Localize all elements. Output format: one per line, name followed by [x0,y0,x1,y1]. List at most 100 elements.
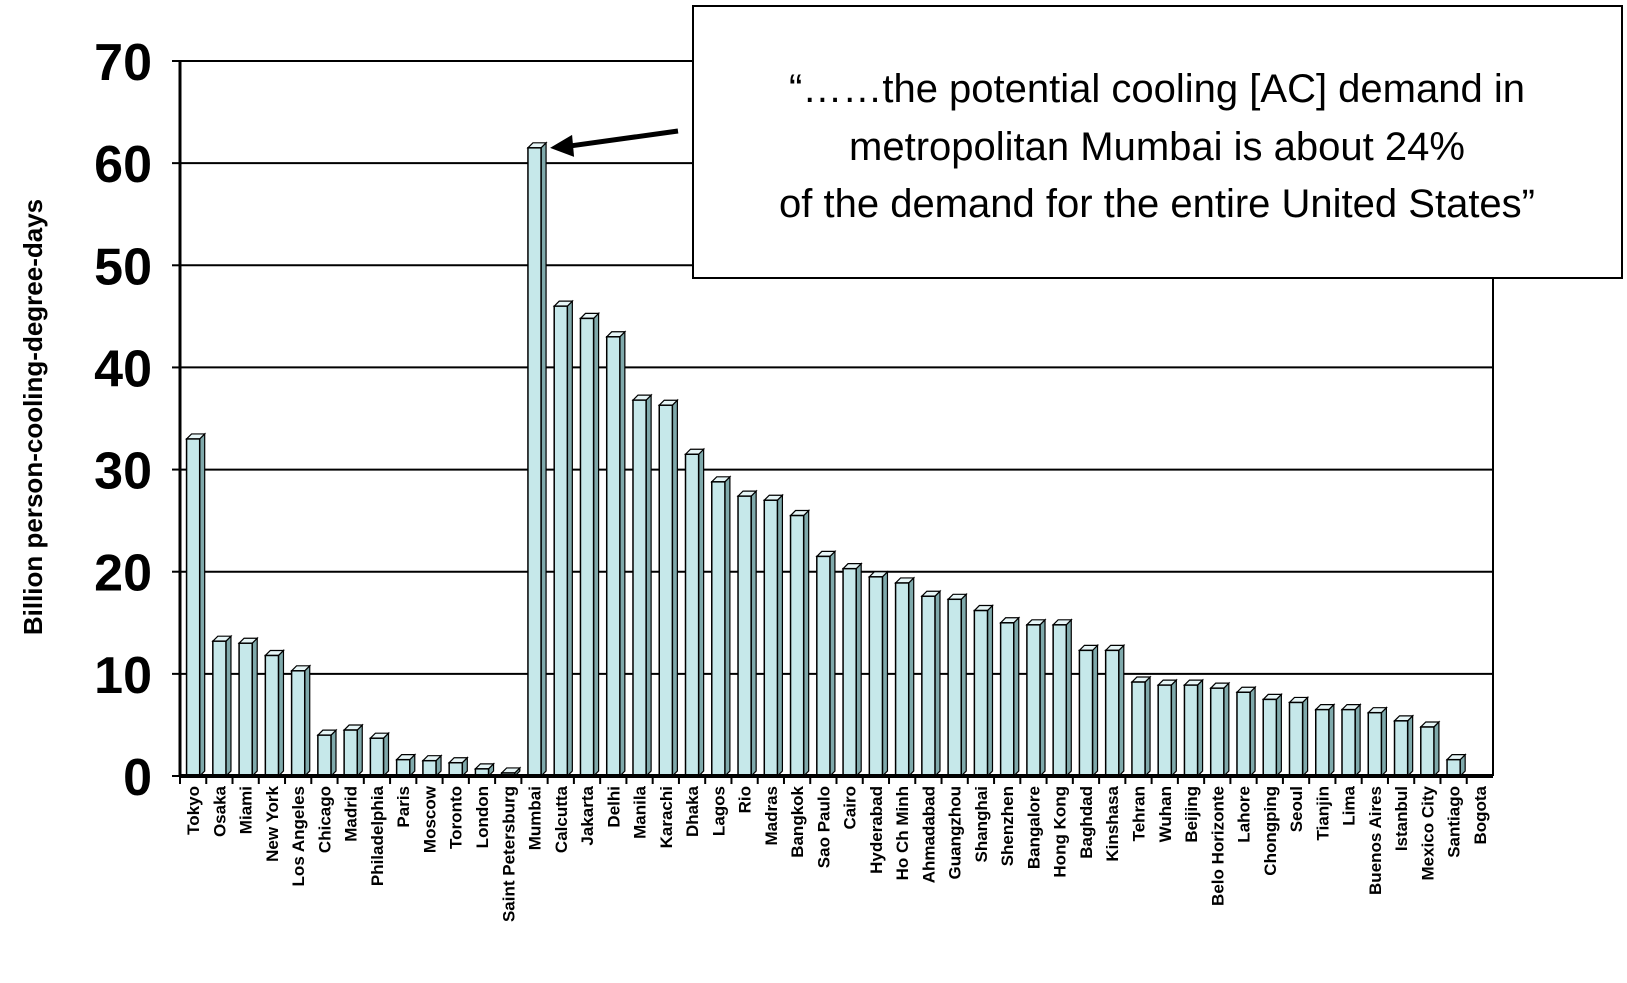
x-tick-label: Tehran [1129,786,1148,841]
bar-front [1288,701,1304,777]
bar-front [185,438,201,777]
x-tick-label: Tianjin [1313,786,1332,840]
bar-karachi [657,398,679,778]
x-tick-label: Saint Petersburg [499,786,518,922]
bar-front [684,453,700,777]
bar-front [317,734,332,777]
bar-santiago [1445,753,1467,778]
x-tick-label: Delhi [604,786,623,828]
x-tick-label: Bogota [1471,785,1490,844]
y-tick-labels: 0 10 20 30 40 50 60 70 [94,34,152,807]
bar-front [1341,708,1356,777]
x-tick-label: Shanghai [972,786,991,863]
bar-toronto [447,756,469,778]
bar-bangkok [789,509,811,778]
bar-side [1407,714,1414,778]
bar-side [356,723,363,778]
bar-front [238,642,253,777]
x-tick-label: Seoul [1287,786,1306,832]
bar-paris [395,753,417,778]
x-tick-label: Lagos [709,786,728,836]
x-tick-label: Hyderabad [867,786,886,874]
bar-shanghai [972,604,994,778]
bar-side [1275,692,1282,778]
bar-front [1131,681,1146,777]
bar-front [763,499,779,777]
bar-front [711,481,726,777]
bar-side [803,509,810,778]
bar-madrid [342,723,364,778]
bar-front [868,576,884,777]
x-tick-label: Belo Horizonte [1208,786,1227,906]
x-tick-label: Karachi [657,786,676,848]
bar-seoul [1288,696,1310,778]
bar-front [1183,684,1199,777]
bar-front [1367,711,1383,777]
x-tick-label: Lahore [1235,786,1254,843]
bar-side [881,570,889,778]
y-tick-label: 50 [94,238,152,296]
bar-side [855,562,862,778]
bar-front [290,670,306,777]
bar-front [343,729,359,777]
bar-hyderabad [867,570,889,778]
x-tick-label: Lima [1340,785,1359,825]
x-tick-label: Beijing [1182,786,1201,843]
bar-front [1209,687,1225,777]
bar-front [395,758,411,777]
bar-front [658,404,674,777]
bar-tehran [1130,675,1152,778]
x-tick-label: Toronto [447,786,466,849]
bar-side [645,393,652,778]
bar-london [473,762,496,778]
bar-side [1302,696,1309,778]
bar-front [1104,649,1120,777]
x-tick-label: Santiago [1445,786,1464,858]
bar-side [1196,678,1204,778]
bar-side [1013,616,1020,778]
x-tick-label: Baghdad [1077,786,1096,859]
bar-dhaka [684,447,706,778]
bar-buenos-aires [1366,706,1388,778]
y-tick-label: 60 [94,136,152,194]
annotation-arrow [563,128,679,150]
bar-guangzhou [946,592,968,778]
bar-front [1078,649,1094,777]
bar-front [999,622,1015,777]
x-tick-label: Ho Ch Minh [893,786,912,880]
bar-side [776,493,784,778]
x-tick-label: Madrid [342,786,361,842]
x-tick-label: Osaka [210,785,229,837]
annotation-line-3: of the demand for the entire United Stat… [779,182,1535,226]
bar-ho-ch-minh [894,576,916,778]
bar-philadelphia [368,731,390,778]
bar-lima [1340,703,1362,778]
bar-tokyo [185,432,207,778]
x-tick-label: Los Angeles [289,786,308,886]
bar-chongping [1261,692,1283,778]
annotation-arrowhead [550,134,575,157]
bar-front [1262,698,1278,777]
bar-side [1065,618,1072,778]
bar-front [737,495,752,777]
bar-side [1354,703,1361,778]
annotation-box [692,5,1623,279]
y-axis-label: Billion person-cooling-degree-days [18,199,48,635]
bar-madras [762,493,784,778]
x-tick-label: Hong Kong [1051,786,1070,878]
x-tick-label: Rio [736,786,755,813]
x-tick-label: Bangalore [1024,786,1043,869]
bar-front [842,567,857,777]
x-tick-label: Chicago [315,786,334,853]
bar-side [619,330,626,778]
x-tick-label: Kinshasa [1103,785,1122,861]
bar-side [1249,685,1256,778]
bar-front [947,598,962,777]
bar-front [1420,726,1435,777]
bar-side [1091,643,1099,778]
bar-front [921,595,936,777]
bar-front [1314,708,1330,777]
x-tick-label: Sao Paulo [814,786,833,868]
x-tick-label: Madras [762,786,781,846]
bar-front [212,640,227,777]
